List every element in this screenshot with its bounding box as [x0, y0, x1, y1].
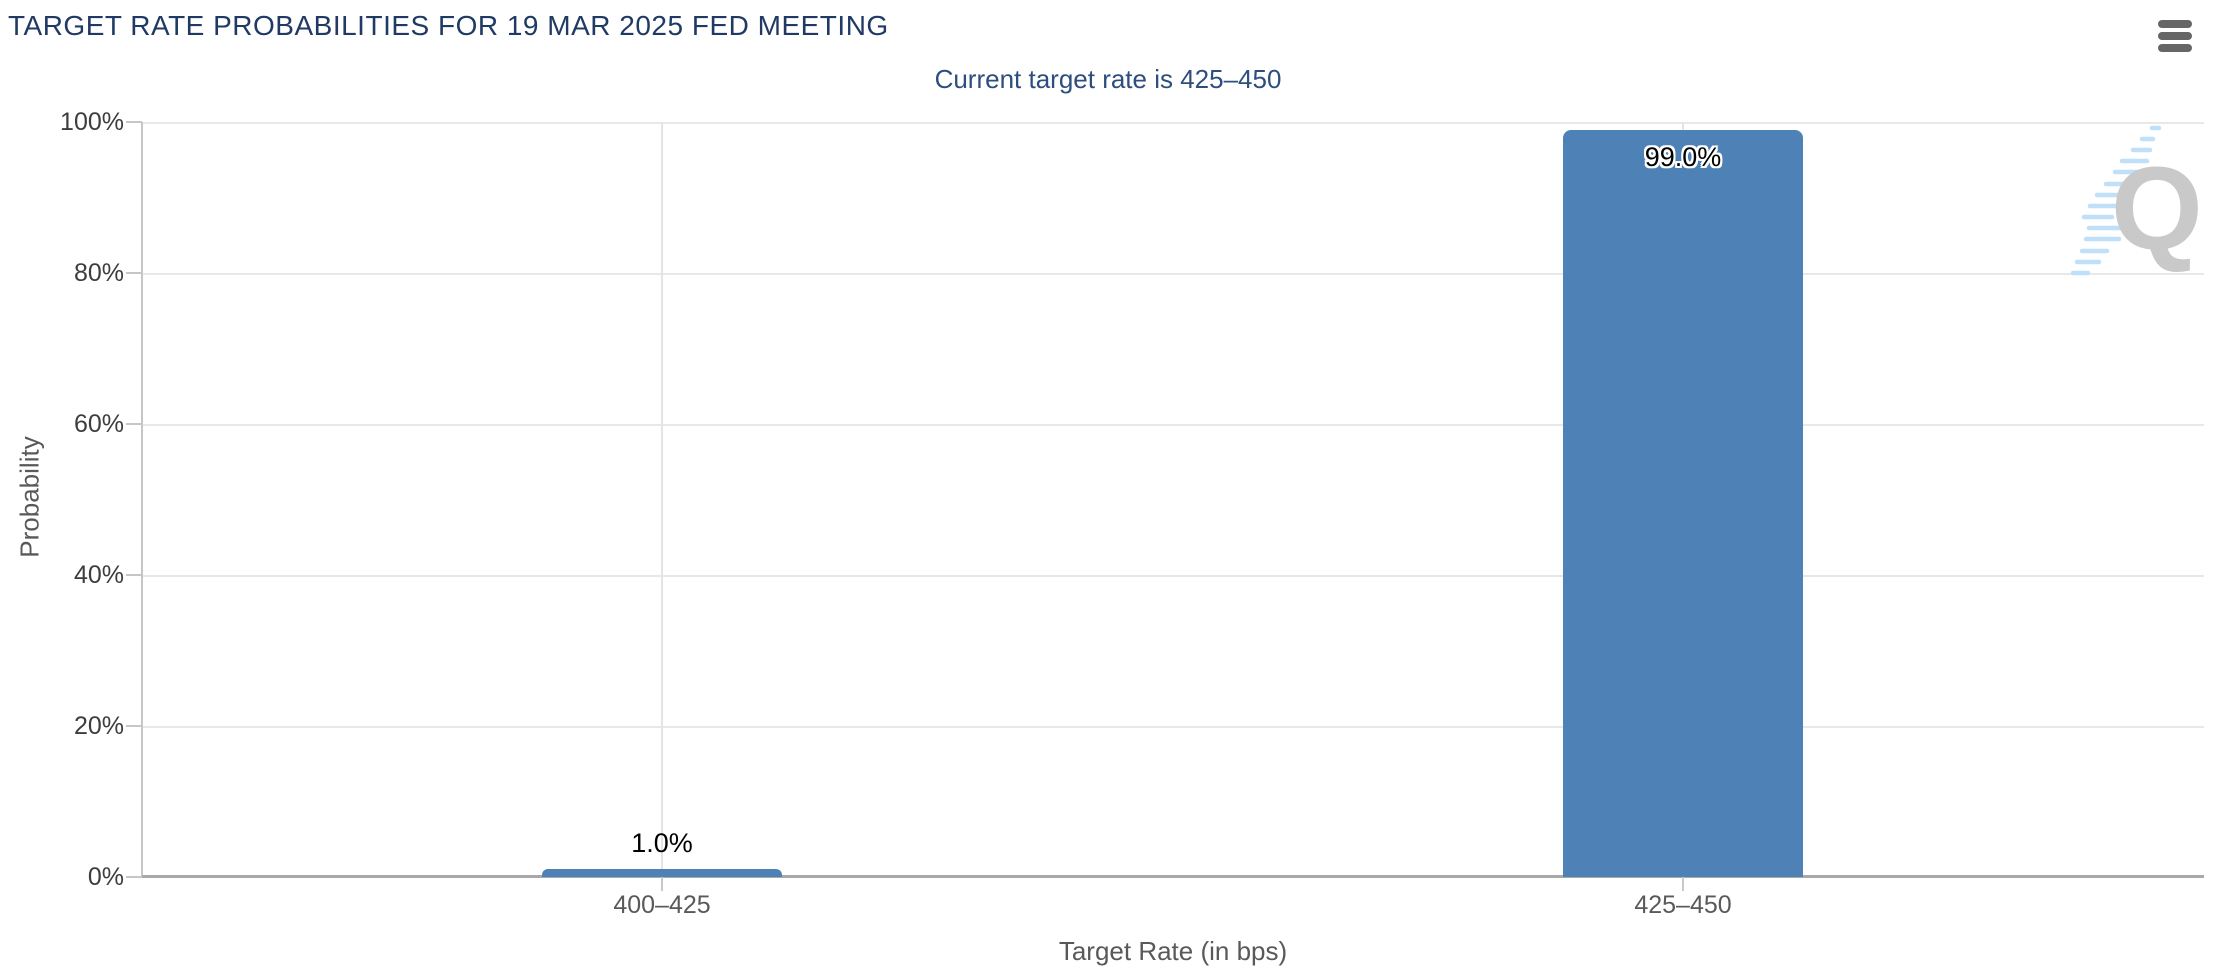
page-title: TARGET RATE PROBABILITIES FOR 19 MAR 202… — [8, 10, 889, 41]
chart-subtitle: Current target rate is 425–450 — [934, 64, 1282, 94]
x-category-label: 400–425 — [613, 891, 711, 919]
x-category-label: 425–450 — [1634, 891, 1732, 919]
hamburger-menu-icon[interactable] — [2158, 20, 2194, 52]
y-tick-mark — [126, 121, 142, 123]
y-tick-label: 80% — [73, 259, 124, 287]
y-tick-mark — [126, 574, 142, 576]
x-tick-mark — [661, 877, 663, 891]
y-tick-mark — [126, 272, 142, 274]
bar-400-425[interactable] — [542, 869, 782, 877]
y-tick-label: 100% — [60, 108, 124, 136]
y-axis-title: Probability — [14, 436, 45, 558]
x-axis-title: Target Rate (in bps) — [1058, 936, 1288, 966]
gridline-20 — [142, 726, 2204, 728]
y-tick-label: 20% — [73, 712, 124, 740]
gridline-100 — [142, 122, 2204, 124]
gridline-80 — [142, 273, 2204, 275]
y-tick-label: 40% — [73, 561, 124, 589]
plot-area: 1.0% 99.0% — [141, 122, 2204, 891]
y-tick-label: 0% — [87, 863, 124, 891]
y-tick-mark — [126, 725, 142, 727]
bar-425-450[interactable] — [1563, 130, 1803, 877]
y-axis-line — [141, 122, 143, 877]
y-tick-mark — [126, 876, 142, 878]
gridline-60 — [142, 424, 2204, 426]
y-tick-label: 60% — [73, 410, 124, 438]
bar-value-label: 99.0% — [1644, 142, 1722, 172]
bar-value-label: 1.0% — [631, 828, 693, 858]
gridline-category-1 — [661, 122, 663, 877]
y-tick-mark — [126, 423, 142, 425]
gridline-40 — [142, 575, 2204, 577]
x-tick-mark — [1682, 877, 1684, 891]
x-axis-line — [142, 875, 2204, 878]
